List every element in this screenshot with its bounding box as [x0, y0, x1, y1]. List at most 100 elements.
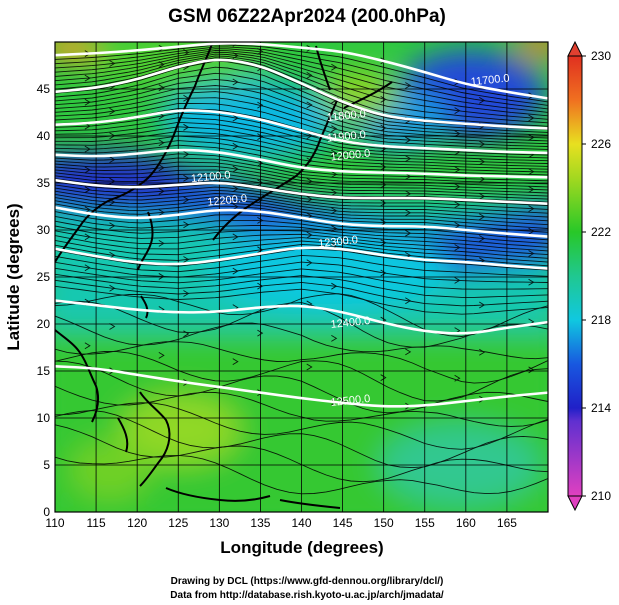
contour-line [55, 299, 548, 335]
colorbar-tick-label: 214 [591, 401, 611, 415]
streamline-arrow [306, 195, 313, 203]
y-tick-label: 0 [43, 505, 50, 519]
x-tick-label: 110 [45, 516, 64, 530]
colorbar-tick-label: 218 [591, 313, 611, 327]
contour-lines [55, 42, 548, 408]
streamline-arrow [257, 159, 264, 167]
streamline-arrow [232, 203, 239, 211]
streamline-arrow [380, 374, 387, 382]
contour-label: 12300.0 [318, 234, 359, 250]
streamline-arrow [306, 259, 313, 267]
contour-label: 12400.0 [330, 315, 371, 331]
streamline-arrow [306, 71, 313, 79]
streamline-arrow [257, 329, 264, 337]
streamline-arrow [331, 171, 338, 178]
y-axis: 0 5 10 15 20 25 30 35 40 45 [37, 82, 51, 519]
streamline-arrow [109, 156, 116, 163]
streamline-arrow [84, 98, 91, 106]
streamline-arrow [84, 206, 91, 214]
contour-label: 11800.0 [326, 108, 366, 124]
streamline-arrow [183, 150, 190, 158]
streamline-arrow [158, 187, 165, 195]
x-tick-label: 130 [209, 516, 229, 530]
streamline-arrow [84, 186, 91, 194]
y-axis-label: Latitude (degrees) [4, 203, 23, 350]
streamline-arrow [331, 282, 338, 290]
streamline-arrow [405, 82, 412, 89]
streamline-arrow [454, 221, 461, 229]
y-tick-label: 10 [37, 411, 51, 425]
y-tick-label: 5 [43, 458, 50, 472]
streamline-arrow [479, 158, 486, 166]
streamline-arrow [405, 190, 412, 198]
streamline-arrow [479, 348, 486, 356]
streamline-arrow [232, 114, 239, 122]
y-tick-label: 40 [37, 129, 51, 143]
streamline-arrow [84, 166, 91, 174]
streamline-arrow [158, 139, 165, 147]
streamline-arrow [454, 374, 461, 382]
streamline-arrow [454, 107, 461, 115]
x-tick-label: 125 [168, 516, 188, 530]
streamline-arrow [528, 227, 535, 235]
x-axis-label: Longitude (degrees) [220, 538, 383, 557]
contour-line [55, 246, 548, 270]
streamline-arrow [331, 63, 338, 71]
streamline-arrow [306, 363, 313, 371]
x-tick-label: 145 [333, 516, 353, 530]
streamline-arrow [183, 330, 190, 338]
streamline-arrow [479, 301, 486, 309]
streamline-arrow [257, 246, 264, 254]
plot-area: 11700.0 11800.0 11900.0 12000.0 12100.0 12200… [55, 42, 548, 512]
contour-line [55, 206, 548, 238]
streamline-arrow [479, 97, 486, 104]
contour-label: 12500.0 [330, 393, 371, 409]
credit-line-1: Drawing by DCL (https://www.gfd-dennou.o… [171, 576, 444, 587]
streamline-arrow [84, 342, 91, 350]
streamline-arrow [183, 221, 190, 229]
y-tick-label: 45 [37, 82, 51, 96]
x-tick-label: 160 [456, 516, 476, 530]
credit-line-2: Data from http://database.rish.kyoto-u.a… [170, 590, 444, 601]
streamline-arrow [528, 205, 535, 212]
streamline-arrow [528, 114, 535, 122]
y-tick-label: 20 [37, 317, 51, 331]
x-tick-label: 135 [250, 516, 270, 530]
streamline-arrow [380, 95, 387, 103]
streamline-arrow [183, 49, 190, 56]
streamline-arrow [380, 199, 387, 207]
colorbar-bottom-arrow [567, 495, 583, 512]
contour-line [55, 109, 548, 155]
x-tick-label: 120 [127, 516, 147, 530]
streamline-arrow [257, 196, 264, 204]
streamline-arrow [109, 323, 116, 330]
y-tick-label: 15 [37, 364, 51, 378]
y-tick-label: 25 [37, 270, 51, 284]
streamline-arrow [183, 174, 190, 182]
streamline-arrow [528, 168, 535, 176]
streamline-arrow [454, 201, 461, 209]
streamline-arrow [454, 277, 461, 284]
x-tick-label: 115 [87, 516, 106, 530]
streamline-arrow [109, 107, 116, 115]
streamline-arrow [306, 101, 313, 109]
streamline-arrow [232, 165, 239, 173]
streamline-arrow [232, 78, 239, 86]
streamline-arrow [109, 60, 116, 67]
streamline-arrow [183, 256, 190, 263]
streamline-arrow [257, 101, 264, 109]
streamline-arrow [232, 233, 239, 241]
x-tick-label: 165 [497, 516, 517, 530]
streamline-arrow [232, 358, 239, 366]
streamline-arrow [158, 209, 165, 216]
streamline-arrow [405, 155, 412, 163]
x-tick-label: 150 [374, 516, 394, 530]
x-tick-label: 140 [291, 516, 311, 530]
chart-title: GSM 06Z22Apr2024 (200.0hPa) [168, 6, 446, 27]
streamline-arrow [109, 251, 116, 259]
streamline-arrow [479, 213, 486, 221]
colorbar-tick-label: 226 [591, 137, 611, 151]
streamline-arrow [158, 84, 165, 92]
colorbar-gradient [567, 55, 583, 497]
